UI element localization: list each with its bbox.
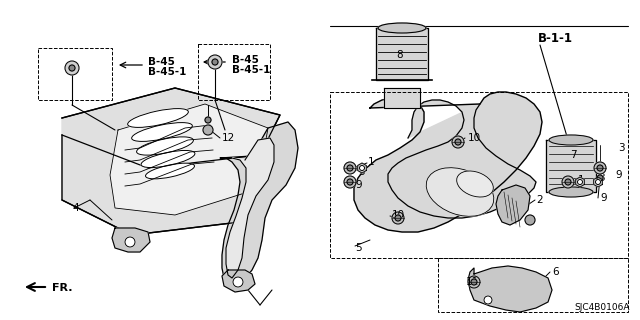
Text: 9: 9 xyxy=(355,180,362,190)
Text: 10: 10 xyxy=(468,133,481,143)
Circle shape xyxy=(562,176,574,188)
Polygon shape xyxy=(468,266,552,312)
Text: B-45: B-45 xyxy=(148,57,175,67)
Ellipse shape xyxy=(426,168,494,216)
Ellipse shape xyxy=(132,123,193,141)
Text: 3: 3 xyxy=(358,167,365,177)
Bar xyxy=(38,48,112,100)
Text: 8: 8 xyxy=(396,50,403,60)
Text: B-45-1: B-45-1 xyxy=(232,65,270,75)
Ellipse shape xyxy=(549,135,593,145)
Circle shape xyxy=(395,215,401,221)
Polygon shape xyxy=(112,228,150,252)
Circle shape xyxy=(125,237,135,247)
Circle shape xyxy=(360,165,365,171)
Ellipse shape xyxy=(141,150,195,168)
Text: B-1-1: B-1-1 xyxy=(538,31,573,44)
Circle shape xyxy=(471,279,477,285)
Text: B-45-1: B-45-1 xyxy=(148,67,186,77)
Circle shape xyxy=(65,61,79,75)
Text: 9: 9 xyxy=(600,193,607,203)
Circle shape xyxy=(565,179,571,185)
Circle shape xyxy=(455,139,461,145)
Circle shape xyxy=(203,125,213,135)
Text: 3: 3 xyxy=(598,173,605,183)
Circle shape xyxy=(597,165,603,171)
Bar xyxy=(198,44,270,100)
Polygon shape xyxy=(546,140,596,192)
Ellipse shape xyxy=(145,163,195,179)
Circle shape xyxy=(344,162,356,174)
Bar xyxy=(330,92,628,258)
Circle shape xyxy=(392,212,404,224)
Ellipse shape xyxy=(457,171,493,197)
Polygon shape xyxy=(220,122,298,288)
Polygon shape xyxy=(226,138,274,278)
Text: 2: 2 xyxy=(536,195,543,205)
Circle shape xyxy=(205,117,211,123)
Text: 12: 12 xyxy=(222,133,236,143)
Circle shape xyxy=(525,215,535,225)
Circle shape xyxy=(69,65,75,71)
Polygon shape xyxy=(62,88,280,235)
Circle shape xyxy=(212,59,218,65)
Text: 5: 5 xyxy=(355,243,362,253)
Text: 10: 10 xyxy=(392,210,405,220)
Polygon shape xyxy=(222,270,255,292)
Text: 9: 9 xyxy=(615,170,621,180)
Ellipse shape xyxy=(378,23,426,33)
Circle shape xyxy=(452,136,464,148)
Circle shape xyxy=(594,162,606,174)
Circle shape xyxy=(577,180,582,185)
Circle shape xyxy=(347,165,353,171)
Text: 4: 4 xyxy=(72,203,79,213)
Ellipse shape xyxy=(127,108,188,127)
Polygon shape xyxy=(575,177,584,187)
Polygon shape xyxy=(384,88,420,108)
Text: B-45: B-45 xyxy=(232,55,259,65)
Text: 11: 11 xyxy=(466,277,479,287)
Polygon shape xyxy=(376,28,428,80)
Polygon shape xyxy=(594,177,602,187)
Text: 6: 6 xyxy=(552,267,559,277)
Text: SJC4B0106A: SJC4B0106A xyxy=(575,303,630,312)
Circle shape xyxy=(597,175,603,181)
Text: 7: 7 xyxy=(570,150,577,160)
Polygon shape xyxy=(496,185,530,225)
Circle shape xyxy=(233,277,243,287)
Circle shape xyxy=(595,180,600,185)
Polygon shape xyxy=(358,163,366,173)
Polygon shape xyxy=(354,92,542,232)
Text: FR.: FR. xyxy=(52,283,72,293)
Circle shape xyxy=(344,176,356,188)
Bar xyxy=(438,258,628,312)
Circle shape xyxy=(347,179,353,185)
Ellipse shape xyxy=(549,187,593,197)
Circle shape xyxy=(208,55,222,69)
Circle shape xyxy=(484,296,492,304)
Text: 3: 3 xyxy=(618,143,625,153)
Text: 1: 1 xyxy=(368,157,374,167)
Circle shape xyxy=(468,276,480,288)
Polygon shape xyxy=(110,104,268,215)
Text: 1: 1 xyxy=(578,175,584,185)
Ellipse shape xyxy=(136,137,193,155)
